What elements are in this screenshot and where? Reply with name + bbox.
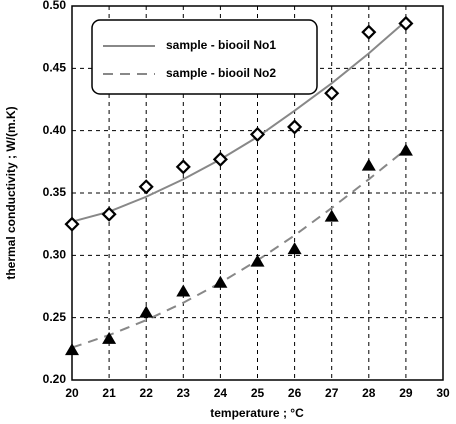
triangle-marker xyxy=(398,143,413,156)
x-tick-label: 29 xyxy=(399,386,413,400)
x-tick-label: 28 xyxy=(362,386,376,400)
legend-label: sample - biooil No1 xyxy=(166,38,276,52)
x-tick-label: 30 xyxy=(436,386,450,400)
diamond-marker xyxy=(361,24,377,40)
triangle-marker xyxy=(65,343,79,356)
y-tick-label: 0.50 xyxy=(43,0,67,12)
diamond-marker xyxy=(212,151,228,167)
triangle-marker xyxy=(361,158,376,171)
triangle-marker xyxy=(176,284,191,297)
legend-box xyxy=(91,19,318,95)
diamond-marker xyxy=(249,126,266,142)
diamond-marker xyxy=(138,179,154,195)
y-tick-label: 0.20 xyxy=(43,372,67,386)
y-tick-label: 0.45 xyxy=(43,61,67,75)
y-tick-label: 0.40 xyxy=(43,123,67,137)
triangle-marker xyxy=(287,242,302,255)
triangle-marker xyxy=(250,254,265,267)
x-tick-label: 25 xyxy=(251,386,265,400)
y-tick-label: 0.25 xyxy=(43,310,67,324)
x-tick-label: 24 xyxy=(214,386,228,400)
triangle-marker xyxy=(139,305,154,318)
x-tick-label: 21 xyxy=(102,386,116,400)
triangle-marker xyxy=(213,275,228,288)
x-tick-label: 23 xyxy=(177,386,191,400)
x-tick-label: 26 xyxy=(288,386,302,400)
triangle-marker xyxy=(324,209,339,222)
fit-curve xyxy=(71,20,407,223)
diamond-marker xyxy=(287,119,303,135)
x-axis-label: temperature ; °C xyxy=(210,406,304,420)
legend-label: sample - biooil No2 xyxy=(166,66,276,80)
fit-curve xyxy=(71,148,407,349)
y-tick-label: 0.35 xyxy=(43,185,67,199)
y-tick-label: 0.30 xyxy=(43,248,67,262)
diamond-marker xyxy=(398,15,414,32)
x-tick-label: 27 xyxy=(325,386,339,400)
diamond-marker xyxy=(324,85,340,101)
x-tick-label: 22 xyxy=(140,386,154,400)
diamond-marker xyxy=(175,159,191,175)
x-tick-label: 20 xyxy=(65,386,79,400)
y-axis-label: thermal conductivity ; W/(m.K) xyxy=(4,106,18,279)
plot-frame xyxy=(71,5,444,381)
triangle-marker xyxy=(102,331,117,344)
diamond-marker xyxy=(64,216,80,232)
diamond-marker xyxy=(101,206,117,222)
